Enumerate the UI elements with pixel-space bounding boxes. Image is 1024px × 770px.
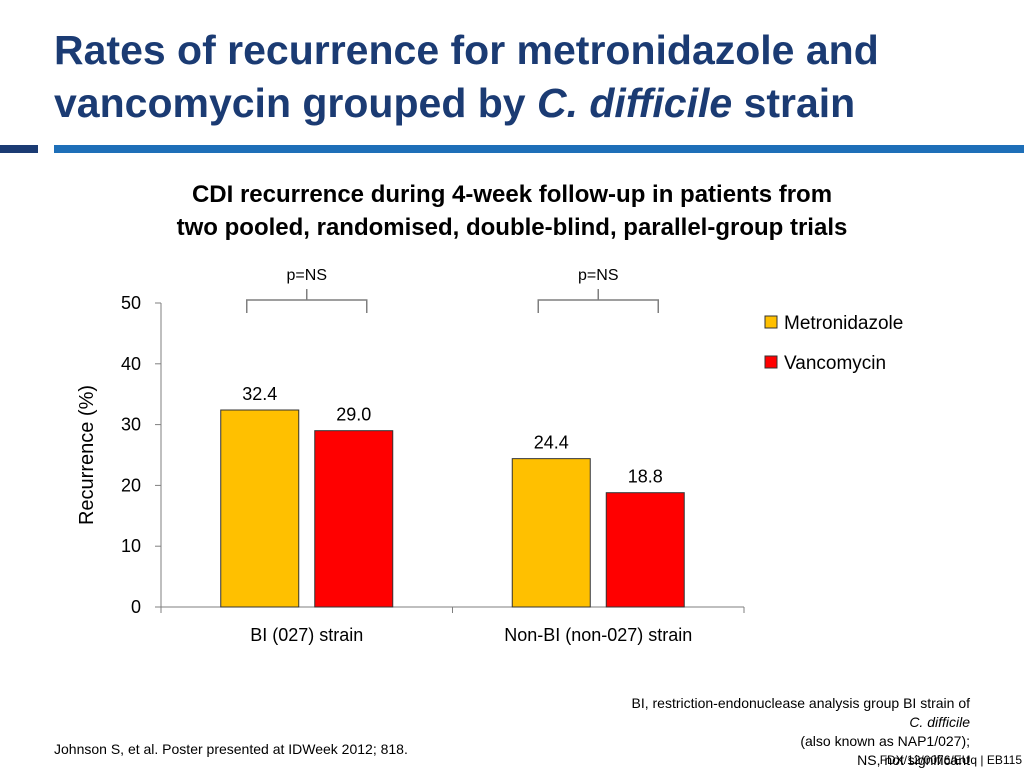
footnote: BI, restriction-endonuclease analysis gr… — [631, 694, 970, 770]
y-tick-label: 40 — [121, 354, 141, 374]
bar — [605, 492, 685, 608]
footnote-line-2: C. difficile (also known as NAP1/027); — [631, 713, 970, 751]
footnote-line-3: NS, not significant — [857, 752, 970, 768]
bar-value-label: 32.4 — [242, 384, 277, 404]
citation: Johnson S, et al. Poster presented at ID… — [54, 741, 408, 757]
y-axis-title: Recurrence (%) — [76, 385, 98, 525]
significance-label: p=NS — [287, 267, 327, 284]
bar — [511, 458, 591, 608]
x-category-label: Non-BI (non-027) strain — [504, 625, 692, 645]
legend-swatch — [764, 355, 778, 369]
y-tick-label: 50 — [121, 293, 141, 313]
document-code: FDX/12/0076/EUq | EB115 — [879, 753, 1022, 767]
header-rule — [54, 145, 1024, 153]
y-tick-label: 10 — [121, 536, 141, 556]
chart-subtitle-line-2: two pooled, randomised, double-blind, pa… — [176, 214, 848, 241]
significance-bracket — [246, 299, 368, 313]
bar-value-label: 18.8 — [628, 467, 663, 487]
significance-label: p=NS — [578, 267, 618, 284]
bar — [220, 409, 300, 608]
significance-bracket — [537, 299, 659, 313]
chart-subtitle: CDI recurrence during 4-week follow-up i… — [0, 178, 1024, 244]
bar-value-label: 29.0 — [336, 405, 371, 425]
title-line-2-prefix: vancomycin grouped by — [54, 80, 537, 126]
title-line-2-suffix: strain — [732, 80, 856, 126]
legend-swatch — [764, 315, 778, 329]
title-species-name: C. difficile — [537, 80, 733, 126]
footnote-line-2-rest: (also known as NAP1/027); — [800, 733, 970, 749]
title-line-1: Rates of recurrence for metronidazole an… — [54, 27, 879, 73]
y-tick-label: 0 — [131, 597, 141, 617]
bar — [314, 430, 394, 608]
y-tick-label: 30 — [121, 415, 141, 435]
footnote-line-1: BI, restriction-endonuclease analysis gr… — [631, 695, 970, 711]
title-line-2: vancomycin grouped by C. difficile strai… — [54, 77, 1014, 130]
legend-label: Vancomycin — [784, 353, 886, 374]
legend-label: Metronidazole — [784, 313, 903, 334]
footnote-species-name: C. difficile — [909, 714, 970, 730]
chart-subtitle-line-1: CDI recurrence during 4-week follow-up i… — [191, 181, 833, 208]
slide-title: Rates of recurrence for metronidazole an… — [54, 24, 1014, 130]
header-rule-left — [0, 145, 38, 153]
x-category-label: BI (027) strain — [250, 625, 363, 645]
y-tick-label: 20 — [121, 475, 141, 495]
bar-value-label: 24.4 — [534, 433, 569, 453]
